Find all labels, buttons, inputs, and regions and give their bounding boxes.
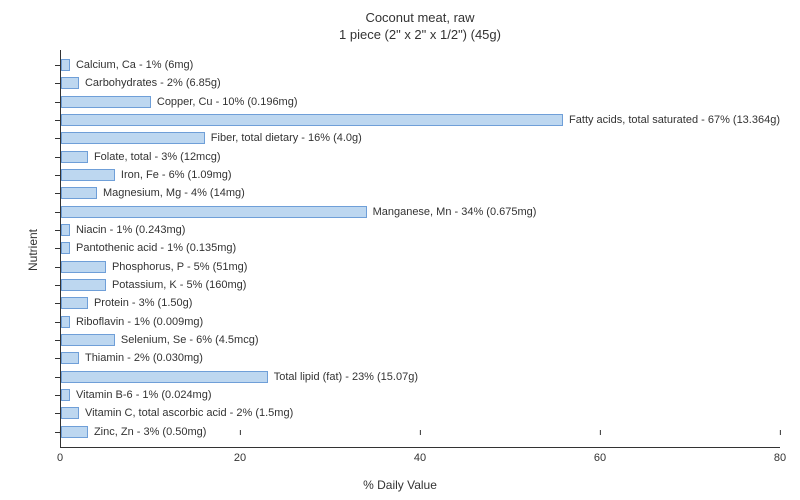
bar-row: Manganese, Mn - 34% (0.675mg) xyxy=(61,205,780,219)
nutrient-label: Selenium, Se - 6% (4.5mcg) xyxy=(121,334,259,346)
y-tick xyxy=(55,358,61,359)
nutrient-bar xyxy=(61,206,367,218)
bar-row: Thiamin - 2% (0.030mg) xyxy=(61,351,780,365)
nutrient-label: Carbohydrates - 2% (6.85g) xyxy=(85,77,221,89)
y-tick xyxy=(55,120,61,121)
bar-row: Protein - 3% (1.50g) xyxy=(61,296,780,310)
bar-row: Vitamin C, total ascorbic acid - 2% (1.5… xyxy=(61,406,780,420)
nutrient-label: Calcium, Ca - 1% (6mg) xyxy=(76,59,193,71)
x-tick: 40 xyxy=(414,452,426,464)
nutrient-label: Niacin - 1% (0.243mg) xyxy=(76,224,185,236)
nutrient-bar xyxy=(61,132,205,144)
x-tick: 60 xyxy=(594,452,606,464)
nutrient-bar xyxy=(61,224,70,236)
y-tick xyxy=(55,175,61,176)
bar-row: Selenium, Se - 6% (4.5mcg) xyxy=(61,333,780,347)
y-tick xyxy=(55,248,61,249)
bar-row: Iron, Fe - 6% (1.09mg) xyxy=(61,168,780,182)
nutrient-label: Phosphorus, P - 5% (51mg) xyxy=(112,261,248,273)
nutrient-chart: Coconut meat, raw 1 piece (2" x 2" x 1/2… xyxy=(0,0,800,500)
bars-container: Calcium, Ca - 1% (6mg) Carbohydrates - 2%… xyxy=(61,50,780,447)
y-tick xyxy=(55,157,61,158)
nutrient-label: Total lipid (fat) - 23% (15.07g) xyxy=(274,371,418,383)
x-tick: 20 xyxy=(234,452,246,464)
y-tick xyxy=(55,267,61,268)
nutrient-bar xyxy=(61,242,70,254)
bar-row: Vitamin B-6 - 1% (0.024mg) xyxy=(61,388,780,402)
bar-row: Carbohydrates - 2% (6.85g) xyxy=(61,76,780,90)
nutrient-bar xyxy=(61,59,70,71)
nutrient-label: Vitamin B-6 - 1% (0.024mg) xyxy=(76,389,212,401)
bar-row: Calcium, Ca - 1% (6mg) xyxy=(61,58,780,72)
bar-row: Pantothenic acid - 1% (0.135mg) xyxy=(61,241,780,255)
x-axis-label: % Daily Value xyxy=(363,478,437,492)
nutrient-bar xyxy=(61,389,70,401)
nutrient-label: Protein - 3% (1.50g) xyxy=(94,297,192,309)
nutrient-bar xyxy=(61,407,79,419)
nutrient-label: Iron, Fe - 6% (1.09mg) xyxy=(121,169,232,181)
nutrient-bar xyxy=(61,187,97,199)
y-tick xyxy=(55,102,61,103)
y-tick xyxy=(55,65,61,66)
bar-row: Riboflavin - 1% (0.009mg) xyxy=(61,315,780,329)
nutrient-bar xyxy=(61,77,79,89)
nutrient-bar xyxy=(61,334,115,346)
nutrient-label: Pantothenic acid - 1% (0.135mg) xyxy=(76,242,236,254)
y-tick xyxy=(55,212,61,213)
y-tick xyxy=(55,285,61,286)
chart-title-line2: 1 piece (2" x 2" x 1/2") (45g) xyxy=(60,27,780,44)
y-tick xyxy=(55,230,61,231)
nutrient-bar xyxy=(61,371,268,383)
nutrient-bar xyxy=(61,96,151,108)
nutrient-bar xyxy=(61,169,115,181)
y-tick xyxy=(55,303,61,304)
plot-area: Calcium, Ca - 1% (6mg) Carbohydrates - 2%… xyxy=(60,50,780,448)
bar-row: Potassium, K - 5% (160mg) xyxy=(61,278,780,292)
nutrient-label: Copper, Cu - 10% (0.196mg) xyxy=(157,96,298,108)
y-tick xyxy=(55,322,61,323)
nutrient-bar xyxy=(61,352,79,364)
bar-row: Fiber, total dietary - 16% (4.0g) xyxy=(61,131,780,145)
nutrient-bar xyxy=(61,279,106,291)
nutrient-bar xyxy=(61,316,70,328)
chart-title: Coconut meat, raw 1 piece (2" x 2" x 1/2… xyxy=(60,10,780,50)
y-tick xyxy=(55,83,61,84)
nutrient-label: Riboflavin - 1% (0.009mg) xyxy=(76,316,203,328)
nutrient-label: Manganese, Mn - 34% (0.675mg) xyxy=(373,206,537,218)
nutrient-label: Potassium, K - 5% (160mg) xyxy=(112,279,247,291)
y-tick xyxy=(55,413,61,414)
x-tick: 0 xyxy=(57,452,63,464)
nutrient-bar xyxy=(61,261,106,273)
bar-row: Total lipid (fat) - 23% (15.07g) xyxy=(61,370,780,384)
nutrient-label: Vitamin C, total ascorbic acid - 2% (1.5… xyxy=(85,407,293,419)
y-tick xyxy=(55,340,61,341)
bar-row: Copper, Cu - 10% (0.196mg) xyxy=(61,95,780,109)
nutrient-label: Magnesium, Mg - 4% (14mg) xyxy=(103,187,245,199)
y-tick xyxy=(55,395,61,396)
nutrient-bar xyxy=(61,114,563,126)
y-axis-label: Nutrient xyxy=(26,229,40,271)
nutrient-bar xyxy=(61,426,88,438)
y-tick xyxy=(55,377,61,378)
nutrient-label: Folate, total - 3% (12mcg) xyxy=(94,151,221,163)
x-tick: 80 xyxy=(774,452,786,464)
y-tick xyxy=(55,193,61,194)
nutrient-bar xyxy=(61,151,88,163)
bar-row: Phosphorus, P - 5% (51mg) xyxy=(61,260,780,274)
bar-row: Niacin - 1% (0.243mg) xyxy=(61,223,780,237)
y-tick xyxy=(55,138,61,139)
nutrient-label: Fatty acids, total saturated - 67% (13.3… xyxy=(569,114,780,126)
bar-row: Fatty acids, total saturated - 67% (13.3… xyxy=(61,113,780,127)
nutrient-label: Zinc, Zn - 3% (0.50mg) xyxy=(94,426,206,438)
chart-title-line1: Coconut meat, raw xyxy=(60,10,780,27)
nutrient-label: Thiamin - 2% (0.030mg) xyxy=(85,352,203,364)
nutrient-bar xyxy=(61,297,88,309)
nutrient-label: Fiber, total dietary - 16% (4.0g) xyxy=(211,132,362,144)
x-ticks: 020406080 xyxy=(60,452,780,472)
bar-row: Folate, total - 3% (12mcg) xyxy=(61,150,780,164)
bar-row: Magnesium, Mg - 4% (14mg) xyxy=(61,186,780,200)
